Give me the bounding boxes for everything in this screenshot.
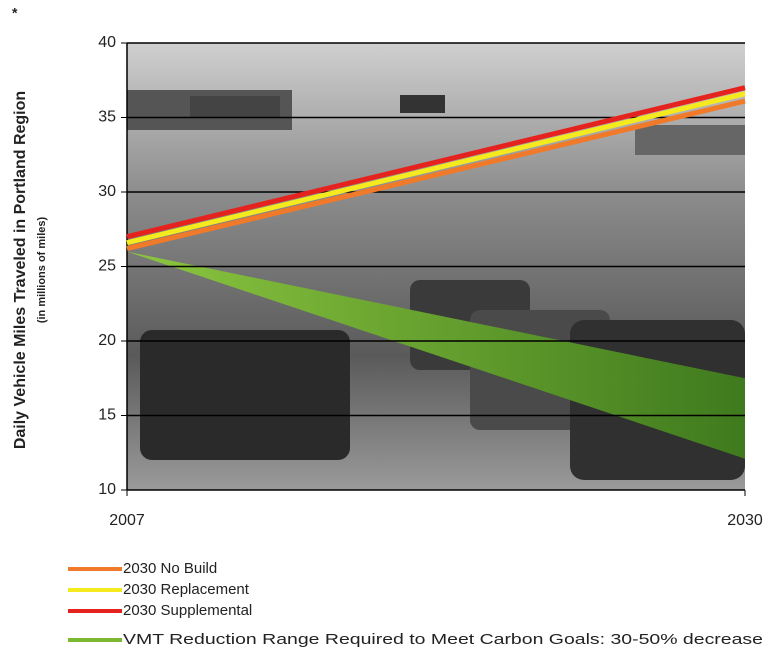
legend-label: VMT Reduction Range Required to Meet Car… [123,631,763,648]
y-tick-label: 25 [98,258,116,275]
line [126,91,746,246]
y-axis-label: Daily Vehicle Miles Traveled in Portland… [12,91,29,449]
legend-label: 2030 Supplemental [123,602,252,619]
y-tick-label: 35 [98,109,116,126]
y-label-note: * [12,5,18,21]
y-tick-label: 20 [98,332,116,349]
line [126,85,746,240]
line [126,98,746,252]
x-tick-label: 2030 [727,512,763,529]
legend-label: 2030 Replacement [123,581,250,598]
y-tick-label: 10 [98,481,116,498]
y-axis-sublabel: (in millions of miles) [36,216,48,323]
range-area [127,251,745,459]
y-tick-label: 15 [98,407,116,424]
x-tick-label: 2007 [109,512,145,529]
legend-label: 2030 No Build [123,560,217,577]
y-tick-label: 30 [98,183,116,200]
y-tick-label: 40 [98,34,116,51]
